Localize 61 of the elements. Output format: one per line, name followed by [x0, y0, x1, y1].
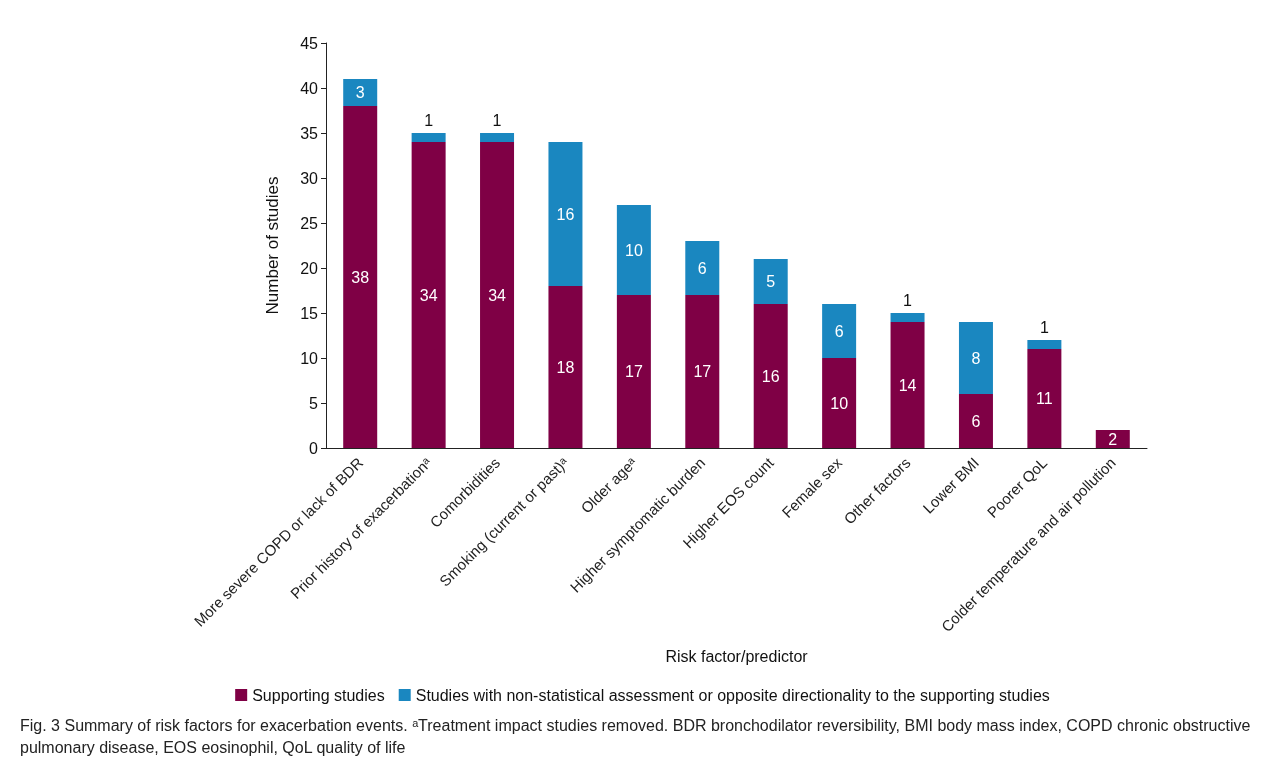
y-axis-title: Number of studies — [263, 176, 282, 315]
data-label: 3 — [355, 84, 365, 101]
bar — [685, 241, 720, 295]
bar — [1027, 340, 1062, 349]
bar — [822, 358, 857, 448]
data-label: 1 — [492, 111, 502, 129]
bar — [1095, 430, 1130, 448]
bar — [343, 106, 378, 448]
bar — [616, 205, 651, 295]
legend-label: Supporting studies — [252, 686, 385, 704]
data-label: 16 — [556, 205, 575, 223]
bar — [480, 142, 515, 448]
bar — [958, 394, 993, 448]
y-tick-label: 25 — [300, 214, 319, 232]
bar — [890, 322, 925, 448]
data-label: 1 — [424, 111, 434, 129]
data-label: 16 — [761, 367, 780, 385]
data-label: 10 — [830, 394, 849, 412]
bar — [548, 286, 583, 448]
bar — [411, 142, 446, 448]
data-label: 14 — [898, 376, 917, 394]
data-label: 17 — [624, 363, 643, 380]
data-label: 17 — [693, 363, 712, 380]
bar — [685, 295, 720, 448]
y-tick-label: 15 — [300, 304, 319, 322]
bar — [548, 142, 583, 286]
data-label: 6 — [971, 412, 981, 430]
data-label: 34 — [419, 286, 438, 304]
caption: Fig. 3 Summary of risk factors for exacerbation events. ᵃTreatment impact studies removed. BDR bronchodilator reversibility, BMI body mass index, COPD chronic obstructive pulmonary disease, EOS eosinophil, QoL quality of life — [19, 716, 1252, 758]
bar — [480, 133, 515, 142]
bar — [890, 313, 925, 322]
data-label: 18 — [556, 358, 575, 376]
bar — [411, 133, 446, 142]
data-label: 6 — [697, 259, 707, 277]
legend-label: Studies with non-statistical assessment or opposite directionality to the supporting studies — [415, 686, 1050, 704]
y-tick-label: 10 — [300, 349, 319, 367]
data-label: 2 — [1108, 430, 1118, 448]
data-label: 38 — [351, 268, 370, 286]
y-tick-label: 20 — [300, 259, 319, 277]
x-axis-title: Risk factor/predictor — [665, 647, 809, 665]
y-tick-label: 45 — [300, 34, 319, 52]
bar — [616, 295, 651, 448]
data-label: 1 — [1039, 318, 1049, 336]
data-label: 6 — [834, 322, 844, 340]
y-tick-label: 30 — [300, 169, 319, 187]
bar — [822, 304, 857, 358]
data-label: 10 — [624, 241, 643, 259]
data-label: 1 — [903, 291, 913, 309]
data-label: 11 — [1036, 390, 1053, 407]
data-label: 34 — [488, 286, 507, 304]
bar — [343, 79, 378, 106]
bar — [1027, 349, 1062, 448]
y-tick-label: 35 — [300, 124, 319, 142]
bar — [753, 304, 788, 448]
bar — [753, 259, 788, 304]
y-tick-label: 5 — [309, 394, 319, 412]
y-tick-label: 40 — [300, 79, 319, 97]
data-label: 5 — [766, 273, 776, 290]
y-tick-label: 0 — [309, 439, 319, 457]
bar — [958, 322, 993, 394]
data-label: 8 — [971, 349, 981, 367]
